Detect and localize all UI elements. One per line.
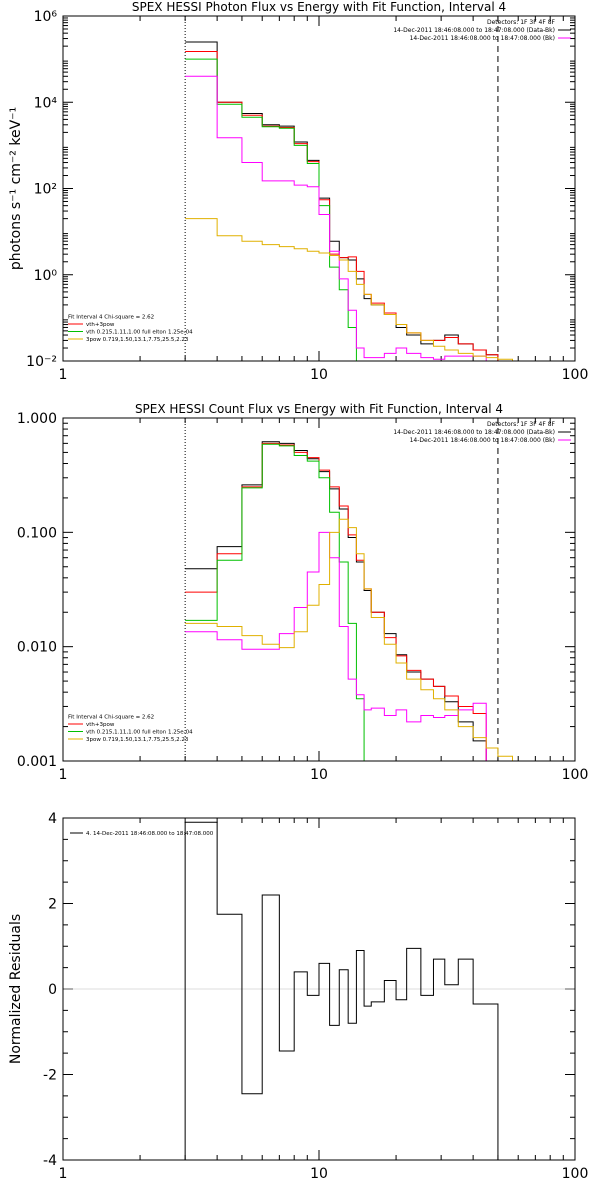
data-series-4 [185,531,487,761]
x-tick-label: 1 [59,767,68,783]
data-series-1 [184,821,499,1160]
x-tick-label: 100 [562,367,589,383]
x-tick-label: 1 [59,1166,68,1182]
legend-entry: vth 0.215,1.11,1.00 full elton 1.25e-04 [86,330,193,336]
x-tick-label: 100 [562,767,589,783]
data-series-2 [185,51,499,361]
chart-panel-1: SPEX HESSI Photon Flux vs Energy with Fi… [8,0,588,383]
data-series-5 [185,218,530,361]
legend-entry: 14-Dec-2011 18:46:08.000 to 18:47:08.000… [410,437,555,444]
x-tick-label: 10 [310,1166,328,1182]
y-tick-label: 0 [48,982,57,998]
chart-title: SPEX HESSI Count Flux vs Energy with Fit… [135,402,503,416]
chart-title: SPEX HESSI Photon Flux vs Energy with Fi… [132,0,506,14]
chart-panel-3: Normalized Residuals 1 10 100 -4 -2 0 2 4 4. 14-D… [8,811,588,1182]
y-tick-label: 10⁶ [34,9,58,25]
data-series-1 [185,441,487,761]
legend-entry: Fit Interval 4 Chi-square = 2.62 [68,715,154,721]
legend-bottom-left: Fit Interval 4 Chi-square = 2.62vth+3pow… [68,715,193,743]
legend-entry: 14-Dec-2011 18:46:08.000 to 18:47:08.000… [393,27,555,34]
legend-entry: Fit Interval 4 Chi-square = 2.62 [68,315,154,321]
plot-frame [62,817,576,1161]
y-tick-label: 10⁴ [34,95,58,111]
y-tick-label: 4 [48,811,57,827]
y-tick-label: 0.100 [17,525,57,541]
y-tick-label: 10⁰ [34,268,58,284]
legend-bottom-left: Fit Interval 4 Chi-square = 2.62vth+3pow… [68,315,193,343]
legend-entry: 3pow 0.719,1.50,13.1,7.75,25.5,2.23 [86,337,189,343]
y-tick-label: -2 [43,1068,57,1084]
y-axis-label: Normalized Residuals [8,914,24,1064]
y-tick-label: -4 [43,1153,57,1169]
y-tick-label: 10⁻² [26,354,57,370]
chart-panel-2: SPEX HESSI Count Flux vs Energy with Fit… [17,402,588,783]
x-tick-label: 100 [562,1166,589,1182]
legend-entry: 3pow 0.719,1.50,13.1,7.75,25.5,2.23 [86,737,189,743]
data-series-4 [185,75,487,361]
data-series-3 [185,443,365,761]
x-tick-label: 10 [310,367,328,383]
data-series-2 [185,442,487,761]
legend-entry: 4. 14-Dec-2011 18:46:08.000 to 18:47:08.… [86,831,214,837]
legend-entry: vth+3pow [86,322,115,328]
legend-entry: 14-Dec-2011 18:46:08.000 to 18:47:08.000… [393,429,555,436]
legend-entry: vth+3pow [86,722,115,728]
legend-entry: vth 0.215,1.11,1.00 full elton 1.25e-04 [86,730,193,736]
legend-entry: 14-Dec-2011 18:46:08.000 to 18:47:08.000… [410,35,555,42]
x-tick-label: 10 [310,767,328,783]
y-tick-label: 0.001 [17,754,57,770]
plot-frame [62,417,576,762]
y-tick-label: 0.010 [17,640,57,656]
y-tick-label: 2 [48,897,57,913]
data-series-1 [185,41,499,361]
legend-entry: Detectors: 1F 3F 4F 8F [487,421,556,428]
y-tick-label: 10² [34,182,57,198]
legend-entry: Detectors: 1F 3F 4F 8F [487,19,556,26]
plot-frame [62,15,576,362]
x-tick-label: 1 [59,367,68,383]
data-series-5 [185,518,513,761]
legend-top-left: 4. 14-Dec-2011 18:46:08.000 to 18:47:08.… [70,831,214,837]
y-axis-label: photons s⁻¹ cm⁻² keV⁻¹ [8,107,24,270]
data-series-3 [185,58,365,361]
y-tick-label: 1.000 [17,411,57,427]
